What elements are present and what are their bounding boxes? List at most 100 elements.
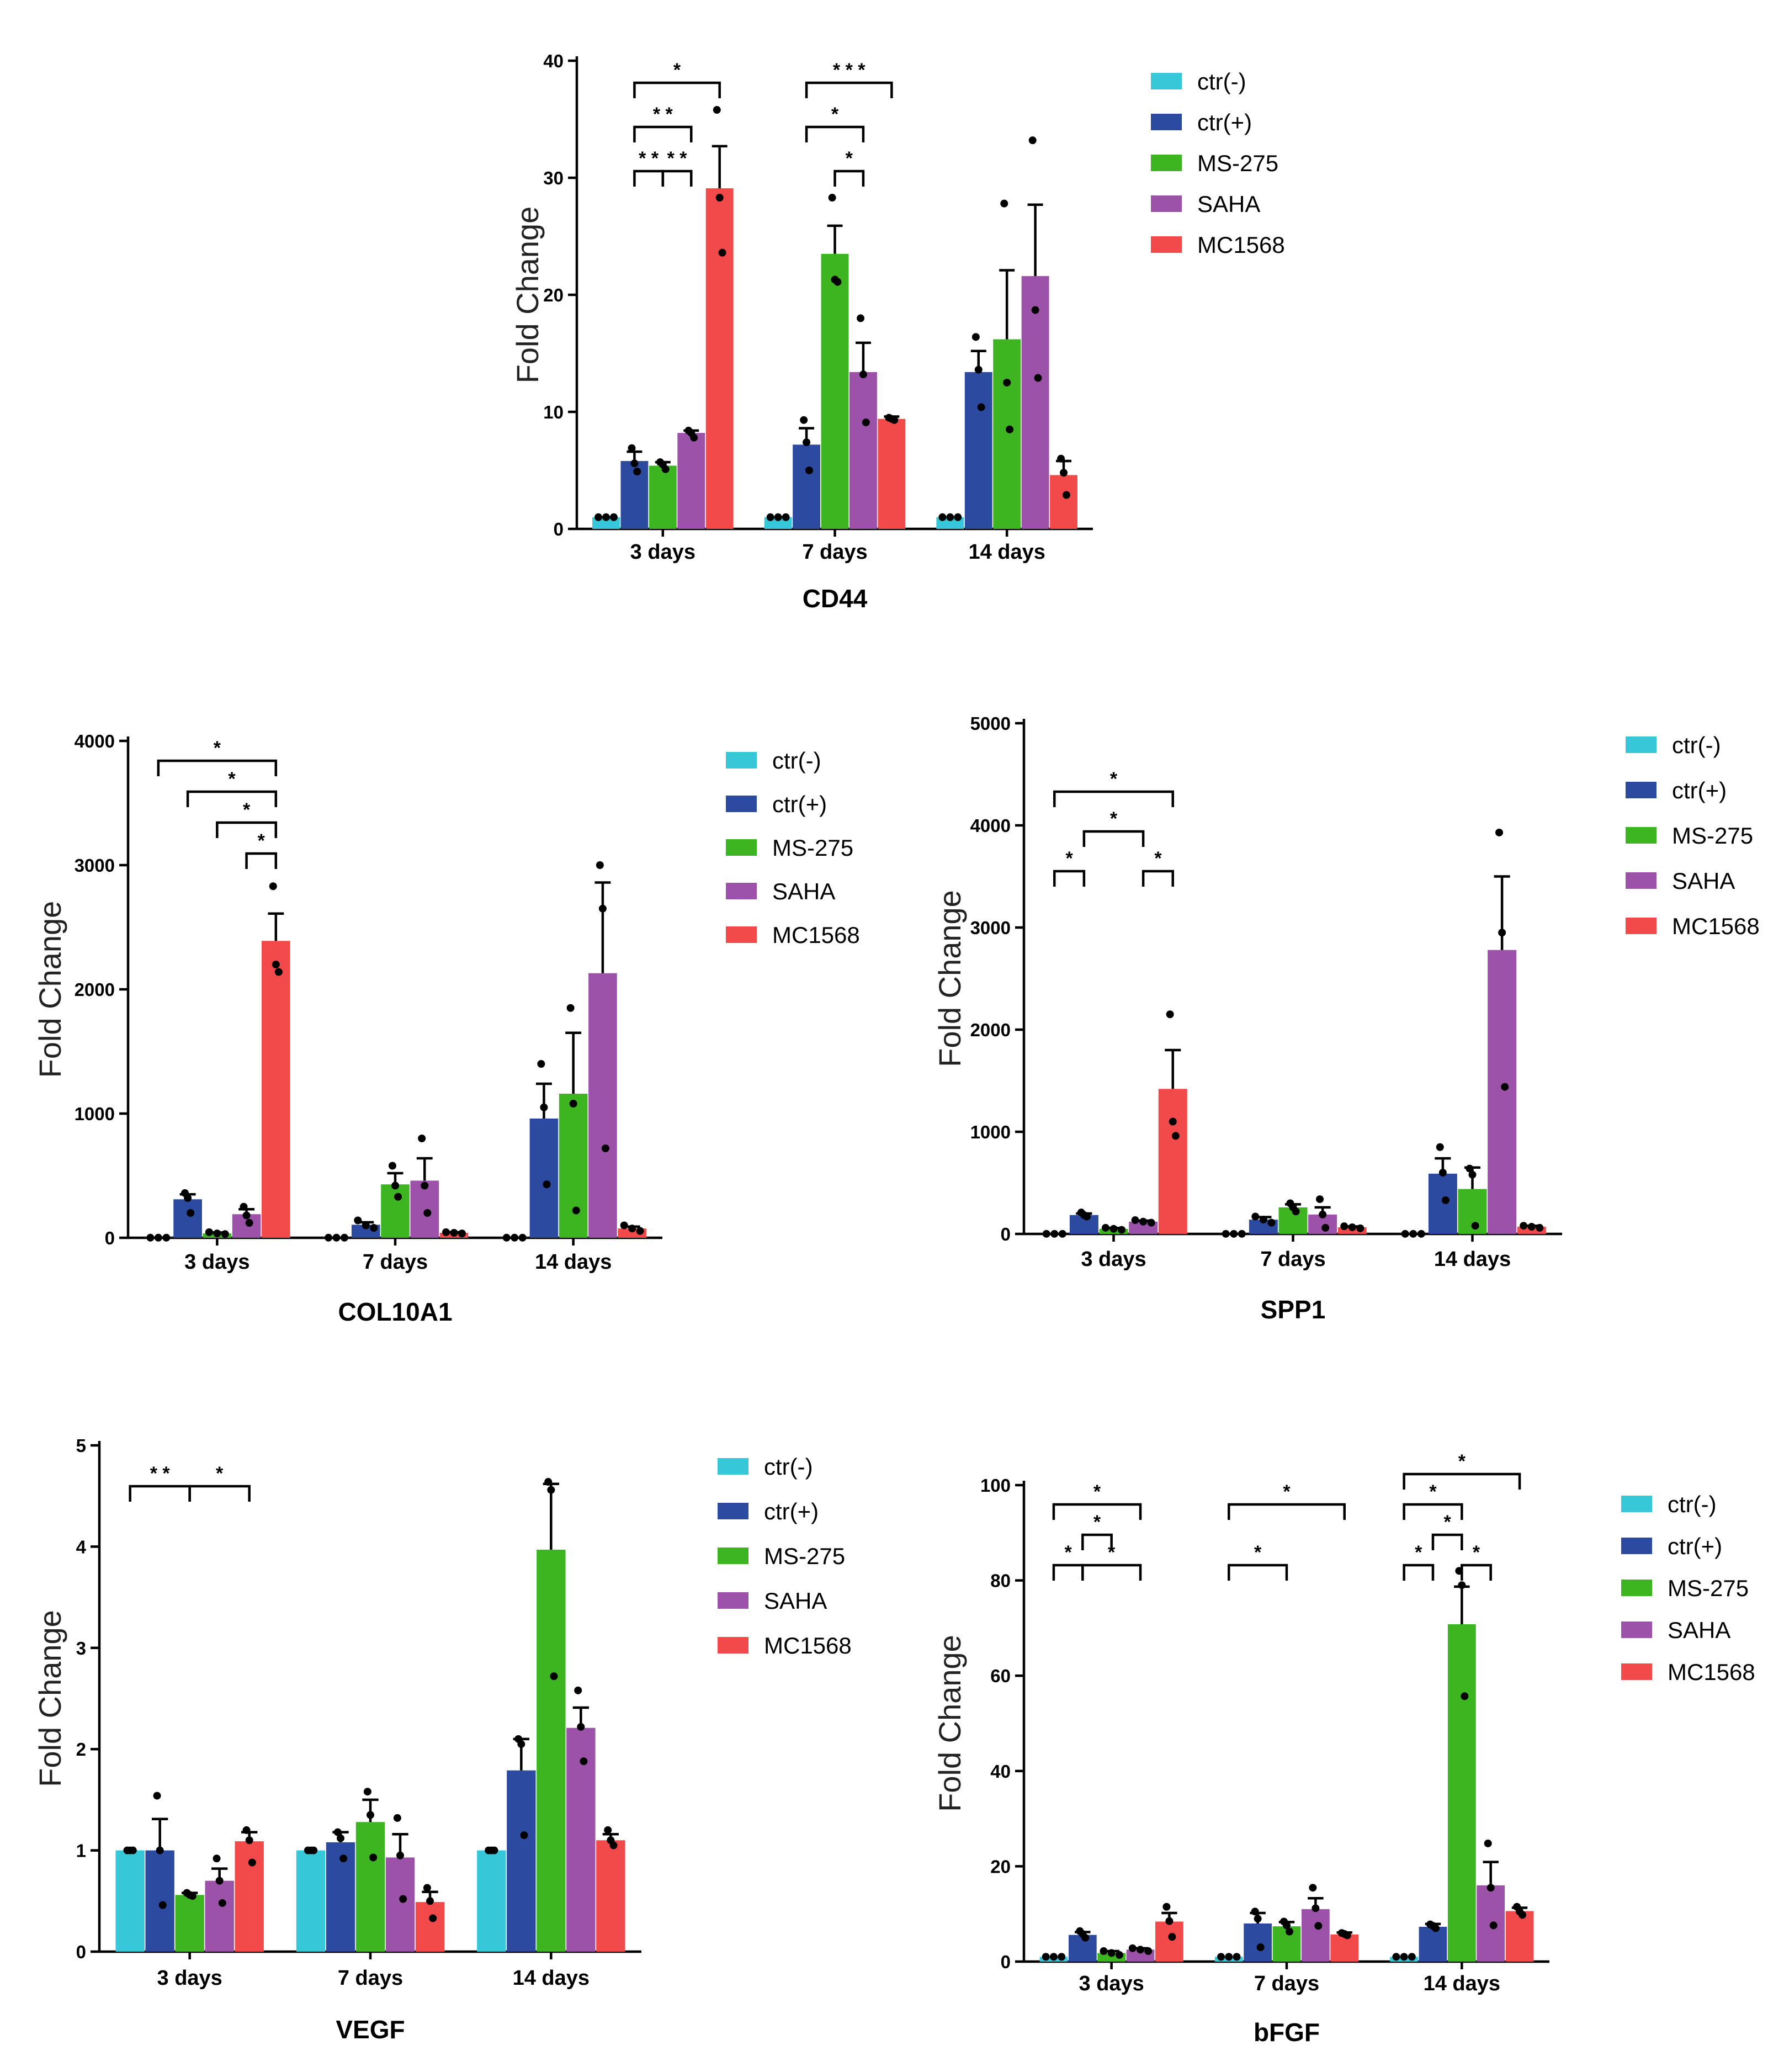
data-point-mc1568-3-days <box>1168 1933 1176 1941</box>
significance-bracket <box>633 169 665 187</box>
significance-bracket <box>186 790 278 807</box>
data-point-ctr-14-days <box>974 365 983 374</box>
x-tick-label-3-days: 3 days <box>630 540 695 564</box>
legend-label-saha: SAHA <box>1672 868 1735 894</box>
data-point-mc1568-14-days <box>1057 454 1065 463</box>
legend-label-mc1568: MC1568 <box>772 922 860 948</box>
data-point-saha-3-days <box>215 1877 224 1885</box>
data-point-ctr-7-days <box>1225 1953 1233 1961</box>
data-point-saha-3-days <box>240 1202 248 1211</box>
legend-label-ms-275: MS-275 <box>1672 823 1753 849</box>
x-tick-label-14-days: 14 days <box>1424 1972 1500 1995</box>
significance-label: * <box>1154 848 1162 869</box>
y-tick-label: 4000 <box>970 815 1011 836</box>
data-point-ms-275-7-days <box>369 1853 378 1862</box>
legend-label-saha: SAHA <box>1668 1617 1730 1643</box>
y-tick-label: 1 <box>76 1841 86 1861</box>
data-point-ms-275-14-days <box>1006 425 1014 433</box>
bar-ms-275-14-days <box>1447 1624 1476 1962</box>
data-point-saha-14-days <box>1495 828 1504 836</box>
significance-label: * <box>673 60 681 81</box>
error-bar-ms-275-7-days <box>827 224 843 254</box>
data-point-ms-275-3-days <box>188 1892 197 1900</box>
significance-label: * <box>216 1463 224 1484</box>
bar-mc1568-3-days <box>1155 1921 1183 1962</box>
y-tick-label: 4000 <box>75 731 115 751</box>
data-point-mc1568-14-days <box>1060 469 1068 477</box>
y-tick-label: 4 <box>76 1536 87 1557</box>
significance-label: * <box>214 738 221 759</box>
data-point-ctr-14-days <box>543 1180 551 1189</box>
data-point-ctr-7-days <box>803 438 811 447</box>
bar-saha-7-days <box>849 372 877 529</box>
data-point-ms-275-3-days <box>213 1230 221 1238</box>
error-bar-mc1568-3-days <box>268 912 284 941</box>
y-axis-label: Fold Change <box>932 890 967 1067</box>
data-point-ctr-3-days <box>162 1233 171 1242</box>
data-point-ms-275-14-days <box>1003 379 1011 386</box>
significance-label: * <box>1283 1481 1291 1502</box>
bar-mc1568-3-days <box>1158 1089 1187 1234</box>
data-point-ms-275-3-days <box>1115 1951 1123 1959</box>
data-point-ms-275-14-days <box>547 1486 555 1494</box>
error-bar-ms-275-14-days <box>999 269 1015 340</box>
data-point-ctr-3-days <box>184 1194 192 1202</box>
bar-mc1568-3-days <box>705 188 734 529</box>
data-point-ctr-14-days <box>517 1740 525 1748</box>
legend-label-ctr: ctr(-) <box>772 748 821 773</box>
data-point-ctr-14-days <box>954 513 962 521</box>
legend-label-ms-275: MS-275 <box>764 1543 845 1569</box>
data-point-saha-3-days <box>690 433 698 442</box>
data-point-ctr-3-days <box>1058 1953 1066 1961</box>
data-point-ms-275-3-days <box>661 465 670 473</box>
data-point-saha-14-days <box>596 861 604 869</box>
data-point-ctr-14-days <box>1438 1169 1447 1177</box>
significance-label: * * <box>667 148 688 169</box>
bar-ms-275-7-days <box>355 1822 385 1952</box>
legend-swatch-ms-275 <box>1626 827 1656 844</box>
data-point-saha-7-days <box>1309 1884 1317 1892</box>
significance-bracket <box>1228 1564 1288 1581</box>
significance-bracket <box>1081 1564 1142 1581</box>
data-point-saha-3-days <box>245 1219 253 1227</box>
data-point-ctr-3-days <box>1081 1933 1090 1942</box>
data-point-saha-7-days <box>399 1895 407 1903</box>
legend-swatch-saha <box>1151 195 1182 212</box>
y-tick-label: 0 <box>554 519 564 539</box>
panel-spp1: 0 1000 2000 3000 4000 5000 3 days 7 days 14 days… <box>932 713 1760 1324</box>
bar-ctr-7-days <box>1244 1923 1272 1962</box>
data-point-ctr-7-days <box>370 1224 378 1232</box>
data-point-ctr-3-days <box>129 1846 137 1854</box>
error-bar-saha-14-days <box>1494 875 1510 950</box>
legend-swatch-mc1568 <box>1621 1663 1652 1680</box>
legend-label-ms-275: MS-275 <box>772 835 853 861</box>
data-point-ctr-3-days <box>609 513 618 521</box>
data-point-saha-7-days <box>859 370 867 379</box>
data-point-mc1568-7-days <box>450 1229 458 1237</box>
significance-label: * <box>1473 1542 1480 1563</box>
significance-label: * <box>1458 1451 1466 1472</box>
data-point-saha-7-days <box>1312 1904 1320 1912</box>
data-point-mc1568-7-days <box>1343 1931 1351 1939</box>
bar-ctr-14-days <box>1428 1173 1457 1234</box>
data-point-saha-14-days <box>1498 929 1506 937</box>
data-point-ctr-14-days <box>1408 1953 1416 1961</box>
data-point-ms-275-7-days <box>391 1181 399 1190</box>
data-point-ctr-3-days <box>1082 1212 1091 1221</box>
data-point-saha-14-days <box>1501 1083 1509 1091</box>
bar-ctr-3-days <box>145 1850 174 1952</box>
data-point-mc1568-7-days <box>1340 1222 1348 1231</box>
data-point-ctr-7-days <box>1217 1953 1225 1961</box>
data-point-ctr-14-days <box>1441 1196 1450 1204</box>
data-point-saha-14-days <box>574 1686 582 1694</box>
data-point-saha-3-days <box>242 1211 251 1220</box>
data-point-saha-14-days <box>1034 374 1042 382</box>
y-tick-label: 20 <box>990 1856 1011 1877</box>
legend-swatch-mc1568 <box>726 926 757 943</box>
significance-bracket <box>1403 1564 1435 1581</box>
data-point-ctr-3-days <box>594 513 603 521</box>
significance-label: * <box>1065 848 1073 869</box>
legend-label-saha: SAHA <box>764 1588 827 1614</box>
data-point-saha-14-days <box>1028 136 1037 145</box>
data-point-ms-275-14-days <box>544 1478 553 1486</box>
